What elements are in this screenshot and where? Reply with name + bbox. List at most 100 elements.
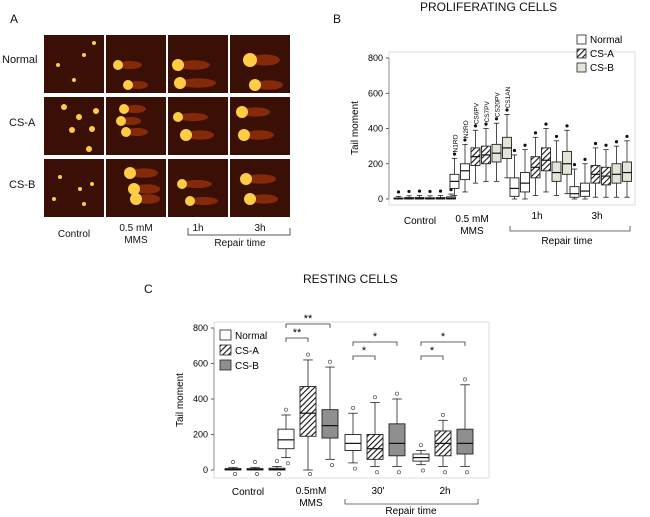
outlier-point xyxy=(395,391,399,396)
comet-head xyxy=(238,129,250,141)
outlier-point xyxy=(452,152,457,156)
comet-tail xyxy=(255,80,283,90)
outlier-point xyxy=(353,466,357,471)
legend-label: CS-B xyxy=(235,361,259,372)
comet-head xyxy=(240,173,252,185)
comet-head xyxy=(89,126,95,132)
outlier-point xyxy=(463,138,467,142)
comet-head xyxy=(185,196,195,206)
box-cs-a xyxy=(366,402,384,467)
comet-tail xyxy=(186,130,214,140)
legend: Normal CS-A CS-B xyxy=(576,34,622,74)
legend-label: Normal xyxy=(235,331,267,342)
box-cs-a xyxy=(425,195,435,200)
comet-head xyxy=(119,104,129,114)
comet-head xyxy=(121,127,131,137)
outlier-point xyxy=(533,131,538,135)
outlier-point xyxy=(308,472,312,476)
box-cs-a xyxy=(246,466,264,471)
legend-swatch xyxy=(219,359,232,371)
y-tick-label: 400 xyxy=(193,394,208,404)
box-cs-b xyxy=(388,398,406,467)
y-axis: 0 200 400 600 800 Tail moment xyxy=(175,323,215,475)
y-tick-label: 800 xyxy=(368,53,383,63)
comet-image-r1-c1 xyxy=(106,97,166,155)
comet-image-r2-c1 xyxy=(106,159,166,217)
comet-head xyxy=(52,197,56,201)
comet-tail xyxy=(134,184,160,194)
comet-head xyxy=(244,193,256,205)
box-normal xyxy=(569,168,580,200)
panel-a-letter: A xyxy=(10,12,19,26)
sample-label: CS6PV xyxy=(474,102,481,124)
comet-head xyxy=(93,108,99,114)
comet-head xyxy=(124,167,136,179)
significance-bracket: * xyxy=(420,345,444,360)
outlier-point xyxy=(233,472,237,476)
box-cs-b xyxy=(268,466,286,471)
outlier-point xyxy=(473,124,478,128)
comet-head xyxy=(236,106,248,118)
col-label-3h: 3h xyxy=(254,223,266,234)
comet-tail xyxy=(128,81,148,89)
comet-tail xyxy=(250,54,280,66)
comet-image-r0-c2 xyxy=(168,35,228,93)
plot-frame xyxy=(388,51,636,206)
comet-head xyxy=(86,146,92,152)
outlier-point xyxy=(277,472,281,476)
outlier-point xyxy=(572,163,577,167)
box-cs-b xyxy=(611,145,622,198)
y-tick-label: 200 xyxy=(193,430,208,440)
outlier-point xyxy=(275,459,279,464)
sample-label: CS7PV xyxy=(484,101,491,123)
group-label-mms-2: MMS xyxy=(299,498,323,509)
significance-label: ** xyxy=(293,327,302,339)
sample-label: CS20PV xyxy=(495,92,502,118)
box-cs-a xyxy=(434,419,452,467)
comet-head xyxy=(174,77,186,89)
box-cs-b xyxy=(435,195,446,200)
outlier-point xyxy=(373,395,377,400)
outlier-point xyxy=(407,189,411,194)
comet-head xyxy=(130,193,142,205)
outlier-point xyxy=(441,413,445,417)
comet-head xyxy=(113,60,123,70)
box-cs-a xyxy=(299,359,317,471)
outlier-point xyxy=(328,359,332,364)
outlier-point xyxy=(614,140,619,144)
box-normal xyxy=(460,143,470,193)
comet-image-r1-c3 xyxy=(230,97,290,155)
outlier-point xyxy=(583,157,587,161)
outlier-point xyxy=(443,470,447,475)
comet-head xyxy=(116,116,126,126)
box-cs-a xyxy=(590,147,601,198)
comet-head xyxy=(76,114,82,120)
comet-head xyxy=(61,104,67,110)
comet-tail xyxy=(126,128,148,136)
significance-bracket: * xyxy=(352,345,376,360)
y-tick-label: 400 xyxy=(368,124,383,134)
comet-head xyxy=(177,179,187,189)
group-label-mms: 0.5 mM xyxy=(455,214,488,225)
panel-a-repair-label: Repair time xyxy=(214,238,266,249)
comet-head xyxy=(92,41,96,45)
box-cs-b xyxy=(622,140,632,198)
box-normal xyxy=(580,163,590,200)
outlier-point xyxy=(231,460,235,464)
outlier-point xyxy=(593,141,598,146)
comet-head xyxy=(78,187,82,191)
y-tick-label: 0 xyxy=(203,465,208,475)
comet-tail xyxy=(250,194,278,204)
outlier-point xyxy=(463,377,467,382)
comet-head xyxy=(72,78,76,82)
comet-head xyxy=(128,183,140,195)
comet-head xyxy=(172,59,184,71)
col-label-1h: 1h xyxy=(192,223,204,234)
outlier-point xyxy=(284,407,288,412)
group-label-1h: 1h xyxy=(531,211,542,222)
group-label-control: Control xyxy=(404,216,436,227)
legend-swatch xyxy=(576,62,587,73)
box-cs-b xyxy=(502,114,512,179)
box-cs-b xyxy=(321,366,339,460)
